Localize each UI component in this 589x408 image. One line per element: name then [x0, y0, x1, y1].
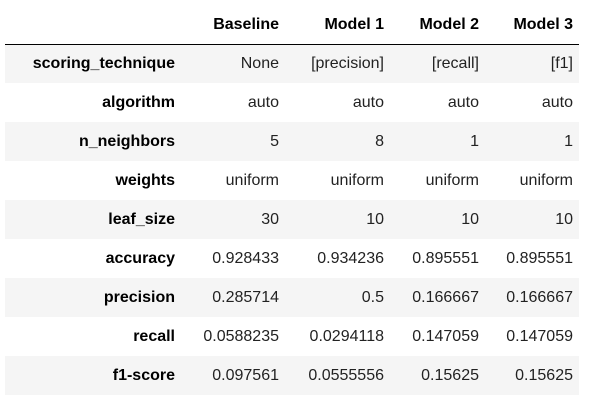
header-model-2: Model 2: [390, 7, 485, 45]
table-row: recall 0.0588235 0.0294118 0.147059 0.14…: [5, 317, 579, 356]
row-label: scoring_technique: [32, 54, 175, 72]
table-cell: 0.895551: [412, 249, 479, 267]
table-row: f1-score 0.097561 0.0555556 0.15625 0.15…: [5, 356, 579, 395]
table-row: accuracy 0.928433 0.934236 0.895551 0.89…: [5, 239, 579, 278]
table-row: precision 0.285714 0.5 0.166667 0.166667: [5, 278, 579, 317]
table-cell: 0.0555556: [308, 366, 384, 384]
dataframe-table: Baseline Model 1 Model 2 Model 3 scoring…: [5, 7, 579, 395]
header-model-1: Model 1: [285, 7, 390, 45]
table-row: algorithm auto auto auto auto: [5, 83, 579, 122]
table-cell: [recall]: [431, 54, 479, 72]
table-cell: 30: [261, 210, 279, 228]
table-cell: 0.5: [361, 288, 384, 306]
row-label: f1-score: [112, 366, 175, 384]
table-cell: 0.895551: [506, 249, 573, 267]
table-cell: uniform: [330, 171, 384, 189]
table-cell: uniform: [425, 171, 479, 189]
table-cell: 0.0588235: [203, 327, 279, 345]
header-index-cell: [5, 7, 181, 45]
table-row: leaf_size 30 10 10 10: [5, 200, 579, 239]
table-cell: 8: [375, 132, 384, 150]
table-cell: 10: [461, 210, 479, 228]
table-cell: 0.15625: [421, 366, 479, 384]
table-cell: 0.166667: [412, 288, 479, 306]
table-cell: [f1]: [550, 54, 573, 72]
table-cell: 0.097561: [212, 366, 279, 384]
table-cell: auto: [352, 93, 384, 111]
table-cell: auto: [247, 93, 279, 111]
row-label: recall: [133, 327, 175, 345]
table-cell: 0.147059: [506, 327, 573, 345]
header-baseline: Baseline: [181, 7, 285, 45]
table-cell: 0.166667: [506, 288, 573, 306]
table-row: weights uniform uniform uniform uniform: [5, 161, 579, 200]
row-label: leaf_size: [108, 210, 175, 228]
table-cell: 0.0294118: [309, 327, 384, 345]
header-model-3: Model 3: [485, 7, 579, 45]
table-cell: uniform: [519, 171, 573, 189]
header-row: Baseline Model 1 Model 2 Model 3: [5, 7, 579, 45]
row-label: algorithm: [102, 93, 175, 111]
table-cell: 0.15625: [515, 366, 573, 384]
table-cell: [precision]: [311, 54, 384, 72]
table-cell: auto: [447, 93, 479, 111]
row-label: n_neighbors: [78, 132, 175, 150]
table-cell: 0.285714: [212, 288, 279, 306]
table-cell: 1: [564, 132, 573, 150]
table-cell: 5: [270, 132, 279, 150]
table-row: scoring_technique None [precision] [reca…: [5, 44, 579, 83]
table-cell: auto: [541, 93, 573, 111]
table-header: Baseline Model 1 Model 2 Model 3: [5, 7, 579, 45]
table-cell: uniform: [225, 171, 279, 189]
table-body: scoring_technique None [precision] [reca…: [5, 44, 579, 395]
row-label: precision: [103, 288, 175, 306]
table-cell: 10: [366, 210, 384, 228]
row-label: accuracy: [105, 249, 175, 267]
table-cell: 0.934236: [317, 249, 384, 267]
table-cell: 1: [470, 132, 479, 150]
row-label: weights: [115, 171, 175, 189]
table-cell: None: [240, 54, 279, 72]
table-cell: 0.147059: [412, 327, 479, 345]
table-row: n_neighbors 5 8 1 1: [5, 122, 579, 161]
table-cell: 10: [555, 210, 573, 228]
table-cell: 0.928433: [212, 249, 279, 267]
